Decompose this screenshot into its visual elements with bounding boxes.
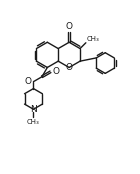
Text: O: O (24, 77, 32, 86)
Text: CH₃: CH₃ (87, 36, 99, 42)
Text: N: N (30, 105, 37, 114)
Text: CH₃: CH₃ (27, 119, 40, 125)
Text: O: O (66, 63, 73, 72)
Text: O: O (66, 22, 73, 31)
Text: O: O (52, 67, 59, 76)
